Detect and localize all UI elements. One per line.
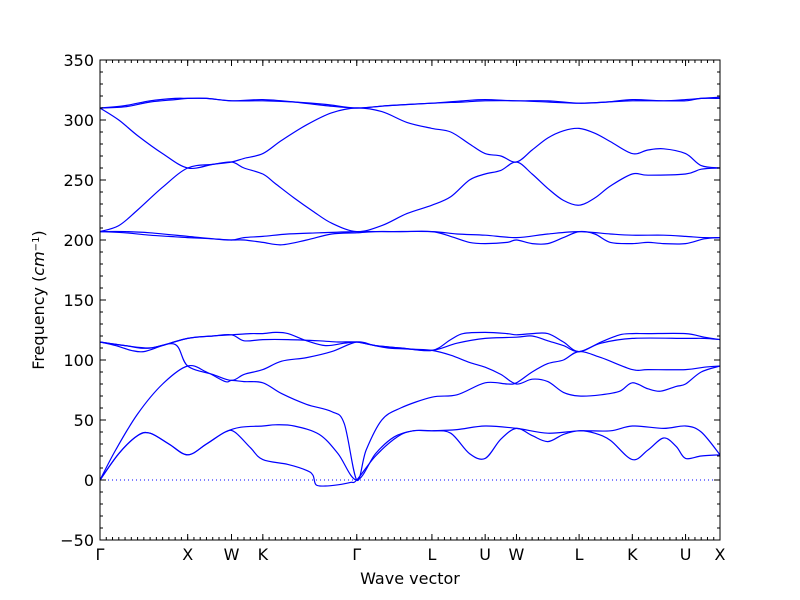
x-tick-label: W (224, 545, 240, 564)
x-tick-label: Γ (352, 545, 361, 564)
y-tick-label: 0 (84, 471, 94, 490)
y-tick-label: 200 (63, 231, 94, 250)
y-axis-title-main: Frequency (29, 287, 48, 370)
x-axis-title: Wave vector (360, 569, 460, 588)
x-tick-label: X (182, 545, 193, 564)
band-lines (99, 96, 721, 487)
x-tick-label: K (258, 545, 269, 564)
band-line-3 (99, 350, 721, 481)
x-tick-label: U (680, 545, 692, 564)
band-line-9 (99, 161, 721, 233)
plot-frame (99, 59, 721, 541)
y-tick-label: 100 (63, 351, 94, 370)
y-tick-label: 250 (63, 171, 94, 190)
band-line-1 (99, 427, 721, 487)
band-line-4 (99, 331, 721, 397)
x-tick-label: K (627, 545, 638, 564)
band-line-7 (99, 230, 721, 246)
y-tick-label: 350 (63, 51, 94, 70)
x-tick-label: U (479, 545, 491, 564)
y-tick-label: 150 (63, 291, 94, 310)
y-axis-title-unit: cm (29, 251, 48, 275)
band-line-6 (99, 331, 721, 381)
y-axis-title-unit-power: −1 (31, 237, 42, 252)
y-axis-title: Frequency (cm−1) (29, 230, 48, 369)
x-tick-label: L (575, 545, 584, 564)
band-line-10 (99, 107, 721, 170)
y-tick-label: 300 (63, 111, 94, 130)
x-tick-label: Γ (96, 545, 105, 564)
y-tick-label: 50 (74, 411, 94, 430)
y-axis: −50 0 50 100 150 200 250 300 350 (60, 51, 720, 550)
band-line-12 (99, 97, 721, 109)
x-tick-label: L (427, 545, 436, 564)
x-tick-label: W (509, 545, 525, 564)
x-tick-label: X (715, 545, 726, 564)
band-line-8 (99, 230, 721, 241)
y-tick-label: −50 (60, 531, 94, 550)
band-line-2 (99, 424, 721, 481)
